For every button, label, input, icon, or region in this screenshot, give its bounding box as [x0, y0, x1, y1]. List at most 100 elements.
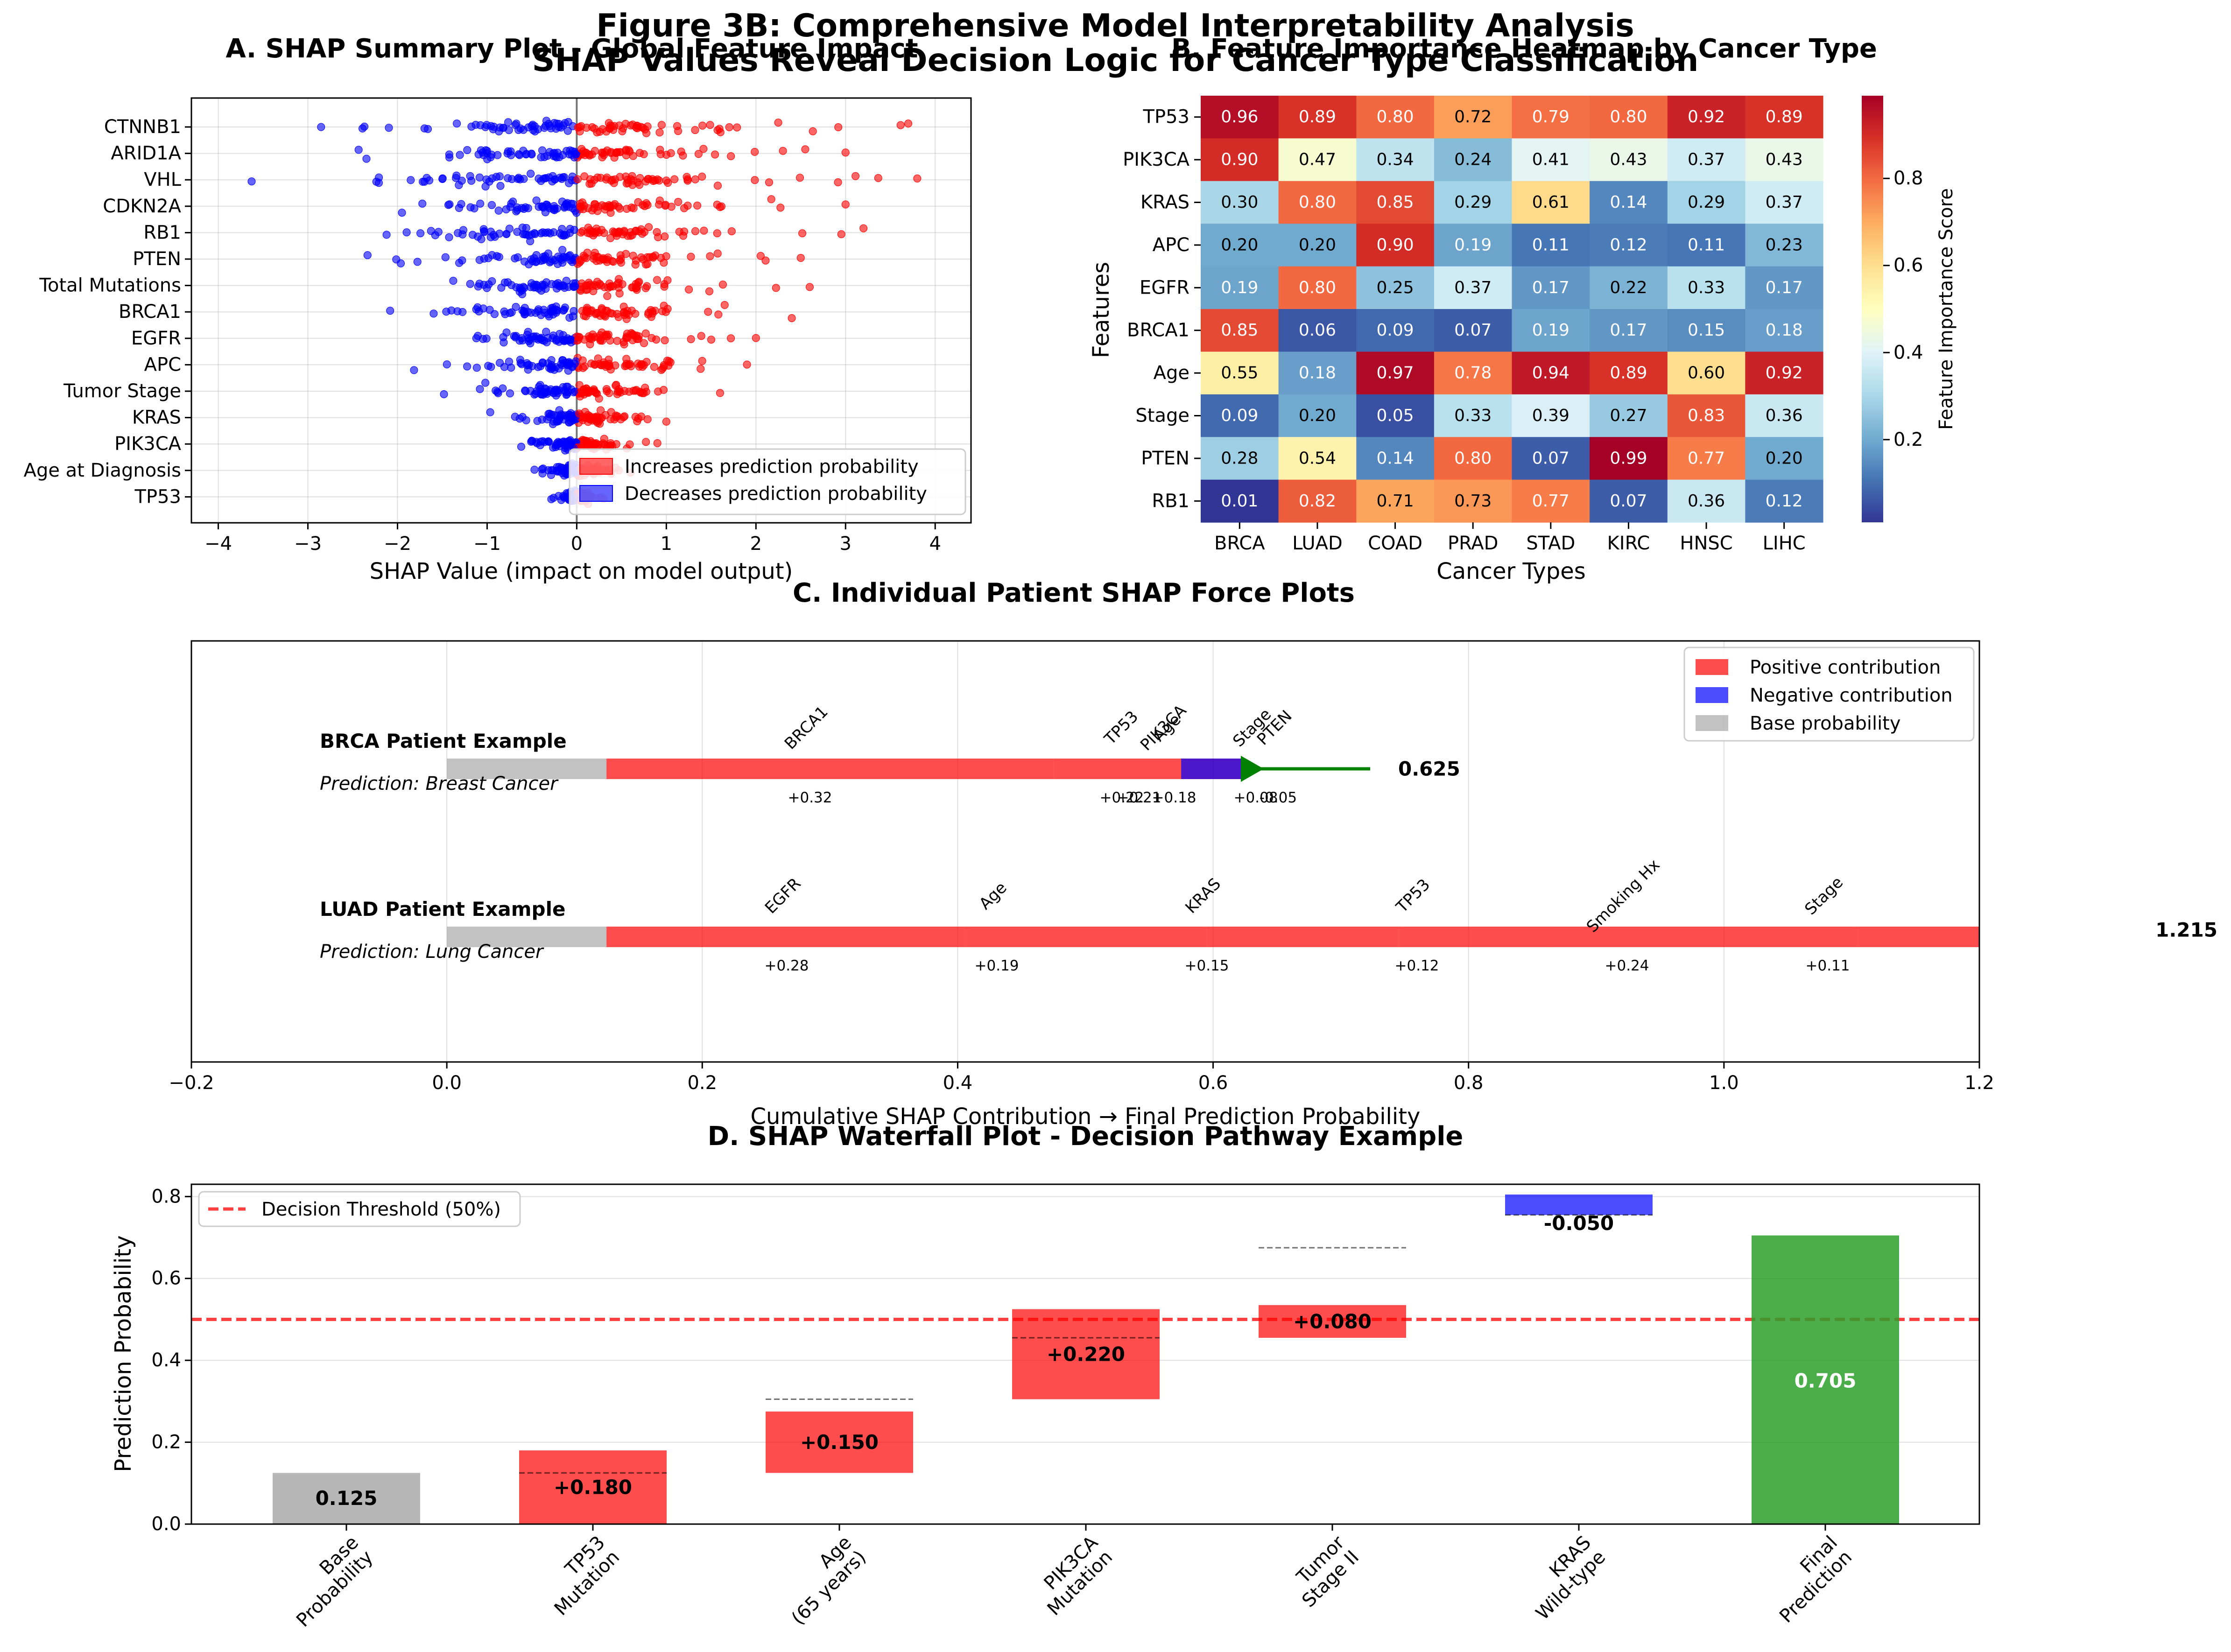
panel-a-point-positive	[613, 337, 621, 344]
panel-a-xtick-label: 2	[750, 533, 762, 555]
luad-force-bar-stage	[1858, 927, 1979, 947]
panel-a-point-negative	[559, 246, 566, 253]
panel-a-point-positive	[580, 438, 588, 446]
heatmap-value-egfr-coad: 0.25	[1377, 278, 1414, 297]
panel-a-point-positive	[599, 310, 606, 318]
panel-a-point-positive	[579, 199, 586, 206]
panel-a-point-positive	[842, 149, 849, 156]
panel-a-point-negative	[375, 179, 383, 187]
panel-b-ytick-label-kras: KRAS	[1140, 192, 1189, 213]
heatmap-value-pik3ca-coad: 0.34	[1377, 150, 1414, 169]
panel-b-xtick-label-kirc: KIRC	[1607, 533, 1650, 554]
panel-b-xtick-label-hnsc: HNSC	[1680, 533, 1732, 554]
panel-a-point-positive	[624, 330, 631, 337]
panel-a-point-positive	[762, 257, 769, 264]
heatmap-value-egfr-kirc: 0.22	[1610, 278, 1647, 297]
heatmap-value-egfr-luad: 0.80	[1299, 278, 1336, 297]
panel-a-point-positive	[615, 275, 623, 283]
panel-a-point-positive	[806, 283, 814, 291]
panel-a-point-negative	[507, 390, 514, 397]
panel-a-point-negative	[505, 119, 512, 126]
panel-a-point-negative	[503, 231, 510, 238]
heatmap-value-stage-lihc: 0.36	[1766, 406, 1803, 425]
panel-a-point-positive	[767, 196, 775, 203]
panel-d-ylabel: Prediction Probability	[110, 1235, 136, 1472]
waterfall-value-age-65-years: +0.150	[800, 1431, 879, 1454]
panel-a-point-negative	[549, 466, 557, 474]
panel-a-point-negative	[500, 308, 508, 315]
panel-a-point-negative	[427, 227, 435, 235]
panel-a-point-negative	[476, 174, 483, 181]
heatmap-value-kras-coad: 0.85	[1377, 193, 1414, 212]
luad-force-bar-tp53	[1398, 927, 1551, 947]
panel-a-point-positive	[649, 308, 656, 315]
panel-a-point-positive	[583, 388, 591, 395]
panel-a-point-negative	[446, 201, 453, 208]
panel-c-legend: Positive contribution Negative contribut…	[1684, 647, 1974, 741]
panel-a-point-positive	[606, 125, 613, 133]
legend-swatch-base	[1696, 715, 1728, 731]
panel-d-xtick-label-age-65-years: Age(65 years)	[773, 1532, 871, 1630]
panel-b-xtick-label-luad: LUAD	[1292, 533, 1343, 554]
heatmap-value-stage-brca: 0.09	[1221, 406, 1258, 425]
panel-a-point-positive	[708, 336, 715, 344]
panel-a-point-negative	[545, 174, 553, 181]
heatmap-value-brca1-prad: 0.07	[1454, 321, 1492, 340]
panel-a-point-negative	[560, 492, 567, 499]
panel-a-point-negative	[566, 225, 574, 232]
panel-a-point-negative	[531, 231, 539, 238]
panel-a-point-positive	[632, 261, 639, 268]
panel-a-point-positive	[634, 198, 642, 206]
panel-d-legend: Decision Threshold (50%)	[199, 1192, 520, 1226]
heatmap-value-tp53-lihc: 0.89	[1766, 107, 1803, 127]
panel-a-point-positive	[574, 176, 582, 183]
heatmap-value-age-lihc: 0.92	[1766, 364, 1803, 383]
panel-a-point-positive	[617, 259, 625, 267]
panel-a-point-negative	[474, 303, 481, 311]
panel-a-point-negative	[515, 127, 522, 134]
panel-b-xtick-label-prad: PRAD	[1448, 533, 1498, 554]
panel-a-point-negative	[519, 290, 526, 298]
heatmap-value-stage-coad: 0.05	[1377, 406, 1414, 425]
heatmap-value-tp53-brca: 0.96	[1221, 107, 1258, 127]
panel-d-ytick-label: 0.8	[151, 1186, 181, 1207]
heatmap-value-apc-stad: 0.11	[1532, 235, 1569, 254]
panel-a-point-positive	[697, 365, 704, 373]
panel-a-point-positive	[715, 311, 722, 318]
panel-c-xtick-label: 1.0	[1709, 1072, 1739, 1094]
panel-a-point-positive	[727, 153, 735, 160]
panel-a-point-negative	[442, 253, 449, 261]
panel-a-point-negative	[553, 337, 560, 344]
brca-force-bar-pten	[1181, 759, 1245, 779]
panel-a-point-positive	[629, 252, 637, 260]
luad-feature-value-age: +0.19	[975, 957, 1019, 974]
panel-a-point-positive	[692, 227, 699, 235]
panel-a-point-negative	[535, 175, 542, 183]
panel-a-point-positive	[777, 204, 784, 211]
panel-a-point-negative	[527, 238, 534, 245]
panel-a-point-negative	[464, 147, 471, 154]
panel-b-ytick-label-apc: APC	[1153, 234, 1189, 256]
panel-a-point-negative	[498, 284, 505, 291]
heatmap-value-apc-kirc: 0.12	[1610, 235, 1647, 254]
luad-feature-label-tp53: TP53	[1392, 875, 1434, 917]
colorbar-tick-label: 0.8	[1893, 168, 1923, 189]
panel-a-point-negative	[542, 209, 549, 216]
panel-d-title: D. SHAP Waterfall Plot - Decision Pathwa…	[708, 1121, 1464, 1152]
panel-c-xtick-label: 0.2	[687, 1072, 717, 1094]
panel-a-point-positive	[721, 301, 728, 309]
panel-a-point-negative	[555, 282, 563, 289]
panel-a-title: A. SHAP Summary Plot - Global Feature Im…	[226, 34, 918, 64]
heatmap-value-egfr-prad: 0.37	[1454, 278, 1492, 297]
heatmap-value-egfr-stad: 0.17	[1532, 278, 1569, 297]
panel-d-ytick-label: 0.6	[151, 1268, 181, 1289]
heatmap-value-age-hnsc: 0.60	[1688, 364, 1725, 383]
panel-a-point-negative	[430, 310, 437, 317]
panel-a-point-negative	[476, 256, 483, 264]
panel-a-point-positive	[653, 228, 661, 236]
panel-a-point-positive	[675, 198, 682, 206]
panel-d-xtick-label-kras-wild-type: KRASWild-type	[1517, 1532, 1610, 1624]
panel-a-point-negative	[426, 177, 433, 184]
panel-a-ytick-label-cdkn2a: CDKN2A	[103, 196, 181, 217]
colorbar-label: Feature Importance Score	[1935, 188, 1957, 430]
